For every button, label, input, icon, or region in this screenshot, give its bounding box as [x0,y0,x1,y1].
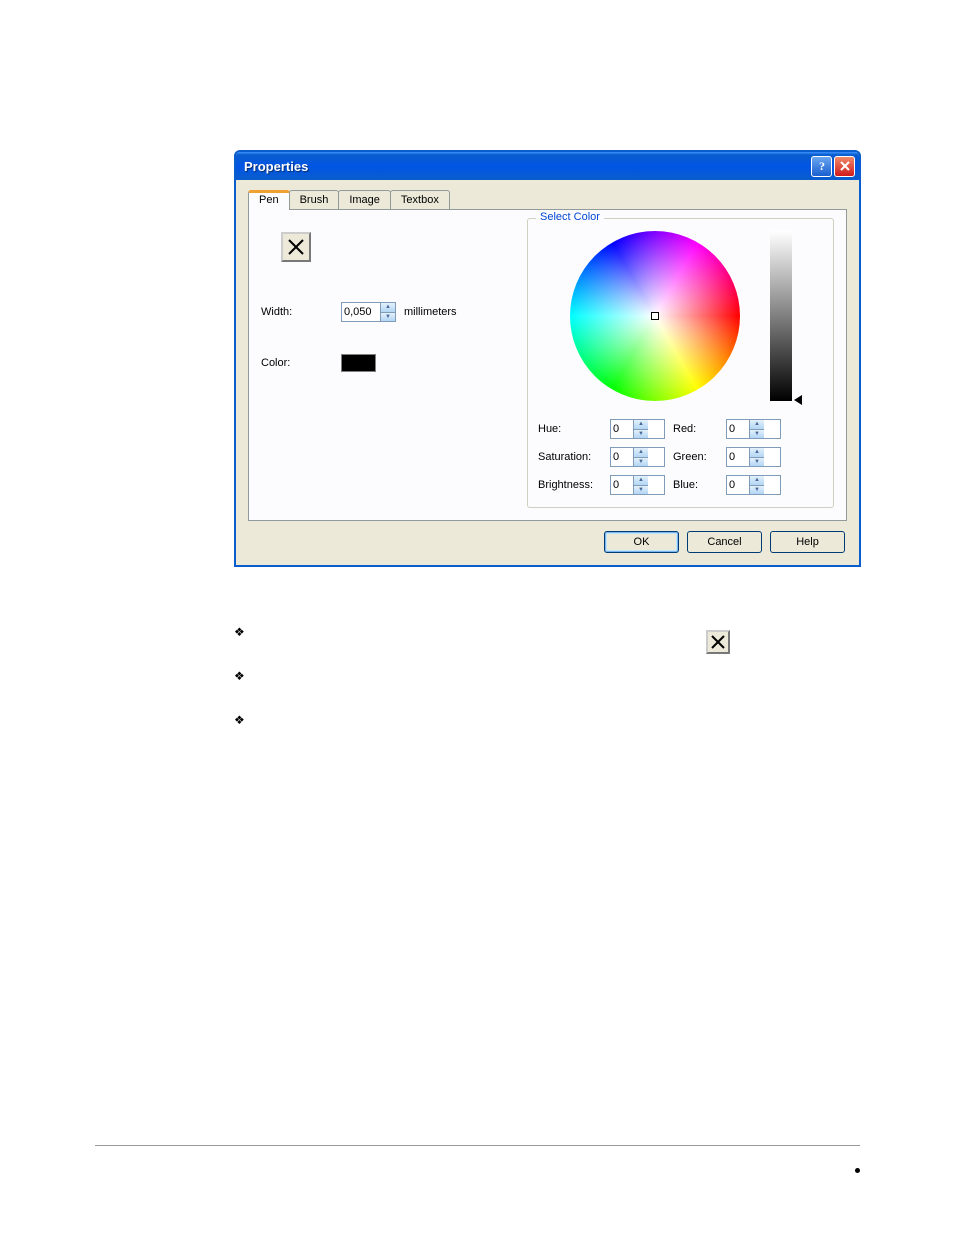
tab-brush[interactable]: Brush [289,190,340,209]
green-down-button[interactable]: ▼ [750,458,764,467]
hue-label: Hue: [538,423,602,435]
saturation-label: Saturation: [538,451,602,463]
red-up-button[interactable]: ▲ [750,420,764,430]
brightness-spinner[interactable]: ▲▼ [610,475,665,495]
titlebar-buttons: ? [811,156,855,177]
bullet-list: ❖ ❖ ❖ [234,625,854,757]
inline-no-pen-button[interactable] [706,630,730,654]
tab-textbox[interactable]: Textbox [390,190,450,209]
color-values-grid: Hue: ▲▼ Red: ▲▼ Saturation: [538,419,823,495]
dialog-body: Pen Brush Image Textbox Width: ▲ [236,180,859,565]
bullet-item-3: ❖ [234,713,854,727]
saturation-up-button[interactable]: ▲ [634,448,648,458]
blue-up-button[interactable]: ▲ [750,476,764,486]
brightness-marker [794,395,802,405]
saturation-spinner[interactable]: ▲▼ [610,447,665,467]
bullet-icon: ❖ [234,669,248,683]
hue-up-button[interactable]: ▲ [634,420,648,430]
bullet-icon: ❖ [234,713,248,727]
cancel-button[interactable]: Cancel [687,531,762,553]
color-row: Color: [261,354,511,372]
brightness-down-button[interactable]: ▼ [634,486,648,495]
hue-down-button[interactable]: ▼ [634,430,648,439]
pen-settings-panel: Width: ▲ ▼ millimeters Color: [261,222,511,508]
tab-pen[interactable]: Pen [248,190,290,210]
properties-dialog: Properties ? Pen Brush Image Textbox [234,150,861,567]
blue-input[interactable] [727,476,749,494]
width-row: Width: ▲ ▼ millimeters [261,302,511,322]
width-up-button[interactable]: ▲ [381,303,395,313]
width-input[interactable] [342,303,380,321]
width-label: Width: [261,306,341,318]
ok-button[interactable]: OK [604,531,679,553]
green-input[interactable] [727,448,749,466]
blue-down-button[interactable]: ▼ [750,486,764,495]
red-label: Red: [673,423,718,435]
svg-text:?: ? [819,160,825,172]
bullet-icon: ❖ [234,625,248,639]
red-down-button[interactable]: ▼ [750,430,764,439]
footer-divider [95,1145,860,1146]
titlebar[interactable]: Properties ? [236,152,859,180]
width-spinner[interactable]: ▲ ▼ [341,302,396,322]
close-icon [839,160,851,172]
select-color-group: Select Color Hue: ▲▼ [527,218,834,508]
color-pickers [538,231,823,401]
green-spinner[interactable]: ▲▼ [726,447,781,467]
footer-dot [855,1168,860,1173]
dialog-button-row: OK Cancel Help [248,521,847,557]
width-down-button[interactable]: ▼ [381,313,395,322]
tab-strip: Pen Brush Image Textbox [248,190,847,209]
brightness-up-button[interactable]: ▲ [634,476,648,486]
brightness-slider[interactable] [770,231,792,401]
red-spinner[interactable]: ▲▼ [726,419,781,439]
width-unit: millimeters [404,306,457,318]
help-icon: ? [816,160,828,172]
hue-spinner[interactable]: ▲▼ [610,419,665,439]
help-titlebar-button[interactable]: ? [811,156,832,177]
help-button[interactable]: Help [770,531,845,553]
blue-label: Blue: [673,479,718,491]
color-wheel[interactable] [570,231,740,401]
select-color-legend: Select Color [536,211,604,223]
red-input[interactable] [727,420,749,438]
bullet-item-1: ❖ [234,625,854,639]
color-swatch[interactable] [341,354,376,372]
no-pen-button[interactable] [281,232,311,262]
color-label: Color: [261,357,341,369]
blue-spinner[interactable]: ▲▼ [726,475,781,495]
green-label: Green: [673,451,718,463]
hue-input[interactable] [611,420,633,438]
bullet-item-2: ❖ [234,669,854,683]
x-icon [710,634,726,650]
x-icon [286,237,306,257]
tab-image[interactable]: Image [338,190,391,209]
dialog-title: Properties [244,159,308,174]
brightness-input[interactable] [611,476,633,494]
color-wheel-marker [651,312,659,320]
tab-content: Width: ▲ ▼ millimeters Color: [248,209,847,521]
green-up-button[interactable]: ▲ [750,448,764,458]
saturation-down-button[interactable]: ▼ [634,458,648,467]
close-titlebar-button[interactable] [834,156,855,177]
saturation-input[interactable] [611,448,633,466]
brightness-label: Brightness: [538,479,602,491]
